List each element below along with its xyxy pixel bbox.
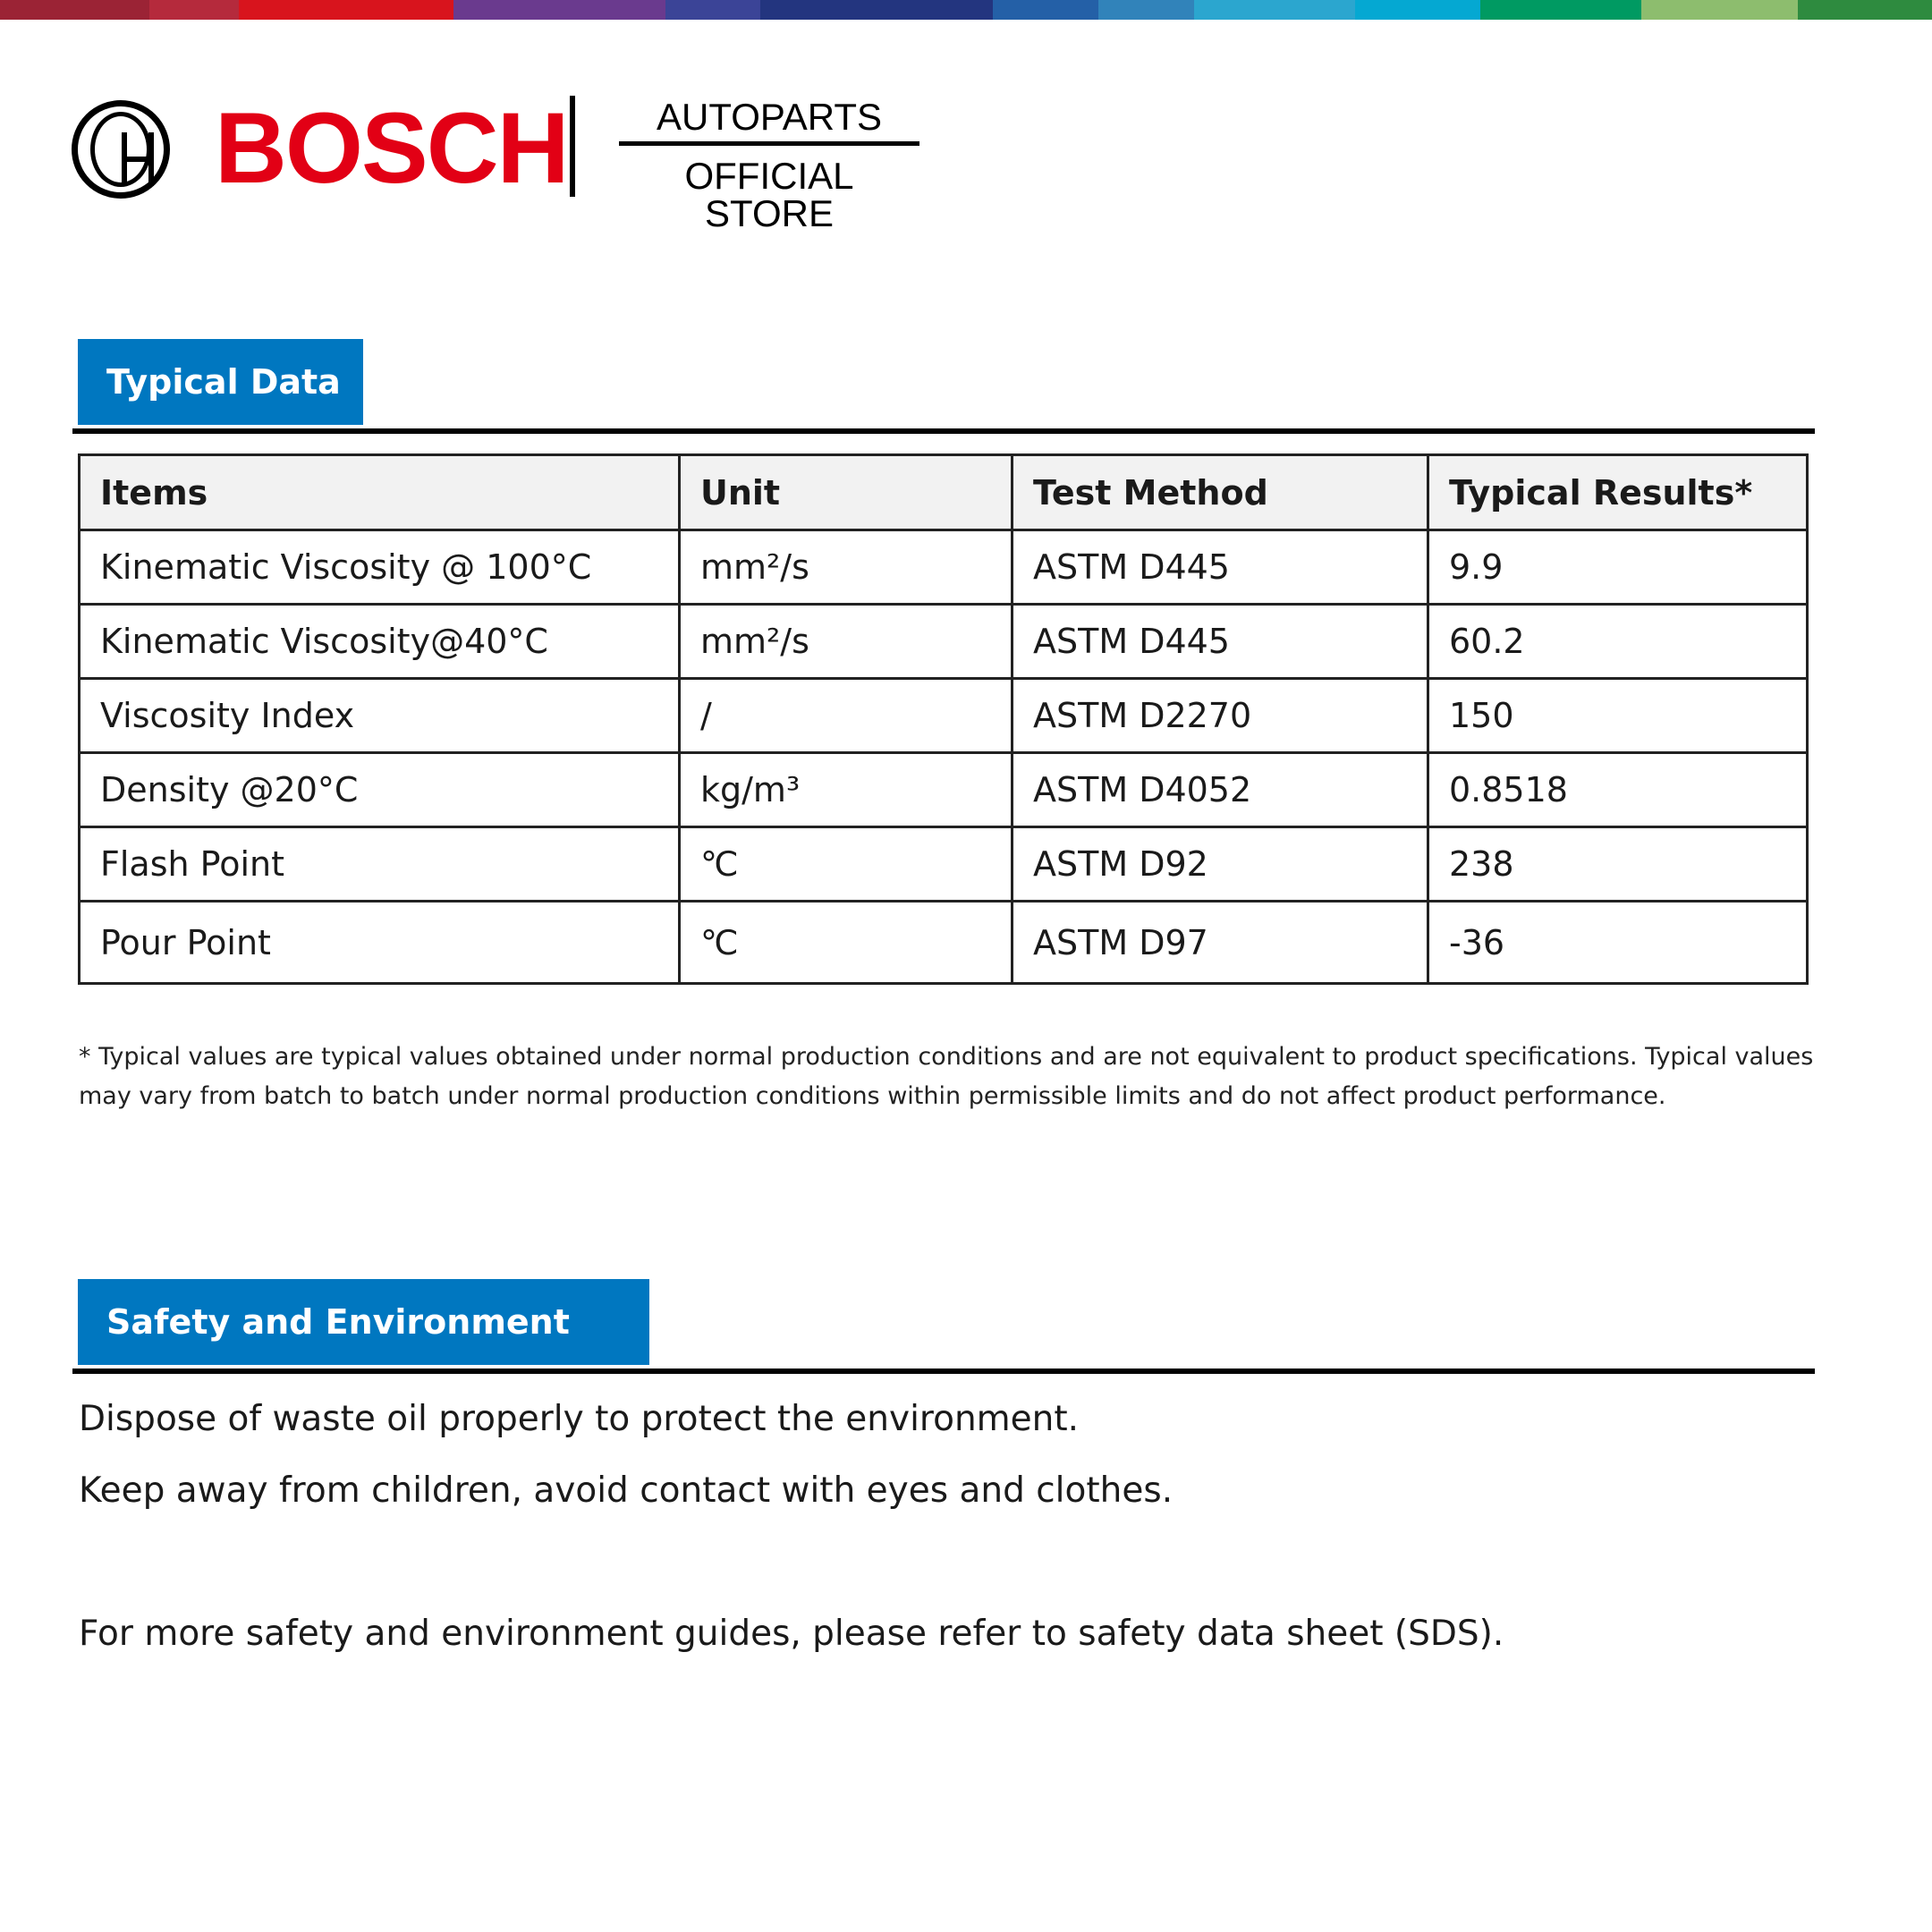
table-cell: 0.8518: [1427, 751, 1809, 828]
table-cell: ASTM D92: [1011, 826, 1429, 902]
color-stripe-segment: [1098, 0, 1194, 20]
table-row: Density @20°C kg/m³ ASTM D4052 0.8518: [78, 751, 1809, 828]
table-cell: mm²/s: [678, 529, 1013, 606]
bosch-armature-icon: [72, 100, 170, 199]
safety-line: Dispose of waste oil properly to protect…: [79, 1399, 1080, 1439]
column-header: Test Method: [1011, 453, 1429, 531]
color-stripe-segment: [1641, 0, 1798, 20]
store-label-autoparts: AUTOPARTS: [656, 96, 883, 138]
table-cell: Viscosity Index: [78, 677, 681, 754]
color-stripe-segment: [1798, 0, 1932, 20]
table-cell: ASTM D445: [1011, 529, 1429, 606]
typical-data-table: Items Unit Test Method Typical Results* …: [78, 453, 1809, 985]
table-cell: 9.9: [1427, 529, 1809, 606]
color-stripe-segment: [453, 0, 665, 20]
color-stripe-segment: [665, 0, 760, 20]
color-stripe-segment: [993, 0, 1098, 20]
table-cell: ASTM D4052: [1011, 751, 1429, 828]
safety-line: For more safety and environment guides, …: [79, 1614, 1504, 1654]
table-cell: ASTM D2270: [1011, 677, 1429, 754]
table-cell: ℃: [678, 826, 1013, 902]
color-stripe-segment: [1355, 0, 1480, 20]
table-cell: Density @20°C: [78, 751, 681, 828]
table-row: Kinematic Viscosity @ 100°C mm²/s ASTM D44…: [78, 529, 1809, 606]
divider: [570, 96, 575, 197]
table-row: Viscosity Index / ASTM D2270 150: [78, 677, 1809, 754]
table-cell: Pour Point: [78, 900, 681, 985]
column-header: Typical Results*: [1427, 453, 1809, 531]
color-stripe-segment: [1194, 0, 1355, 20]
table-cell: 150: [1427, 677, 1809, 754]
color-stripe-segment: [239, 0, 453, 20]
section-heading-typical-data: Typical Data: [78, 339, 363, 425]
table-cell: ASTM D97: [1011, 900, 1429, 985]
footnote: * Typical values are typical values obta…: [79, 1043, 1814, 1110]
table-cell: kg/m³: [678, 751, 1013, 828]
safety-line: Keep away from children, avoid contact w…: [79, 1470, 1174, 1511]
color-stripe-segment: [760, 0, 993, 20]
section-rule: [72, 428, 1815, 434]
section-rule: [72, 1368, 1815, 1374]
store-label-official: OFFICIAL STORE: [684, 155, 854, 234]
column-header: Unit: [678, 453, 1013, 531]
table-cell: 60.2: [1427, 603, 1809, 680]
table-cell: Flash Point: [78, 826, 681, 902]
table-cell: /: [678, 677, 1013, 754]
color-stripe-segment: [1480, 0, 1641, 20]
brand-logo-text: BOSCH: [215, 92, 569, 204]
table-row: Flash Point ℃ ASTM D92 238: [78, 826, 1809, 902]
table-cell: ASTM D445: [1011, 603, 1429, 680]
table-row: Kinematic Viscosity@40°C mm²/s ASTM D445 60…: [78, 603, 1809, 680]
table-cell: Kinematic Viscosity@40°C: [78, 603, 681, 680]
table-cell: ℃: [678, 900, 1013, 985]
color-stripe-segment: [149, 0, 239, 20]
store-divider: [619, 141, 919, 146]
column-header: Items: [78, 453, 681, 531]
table-header-row: Items Unit Test Method Typical Results*: [78, 453, 1809, 531]
color-stripe: [0, 0, 1932, 20]
table-cell: Kinematic Viscosity @ 100°C: [78, 529, 681, 606]
table-cell: -36: [1427, 900, 1809, 985]
table-row: Pour Point ℃ ASTM D97 -36: [78, 900, 1809, 985]
table-cell: 238: [1427, 826, 1809, 902]
color-stripe-segment: [0, 0, 149, 20]
section-heading-safety: Safety and Environment: [78, 1279, 649, 1365]
table-cell: mm²/s: [678, 603, 1013, 680]
